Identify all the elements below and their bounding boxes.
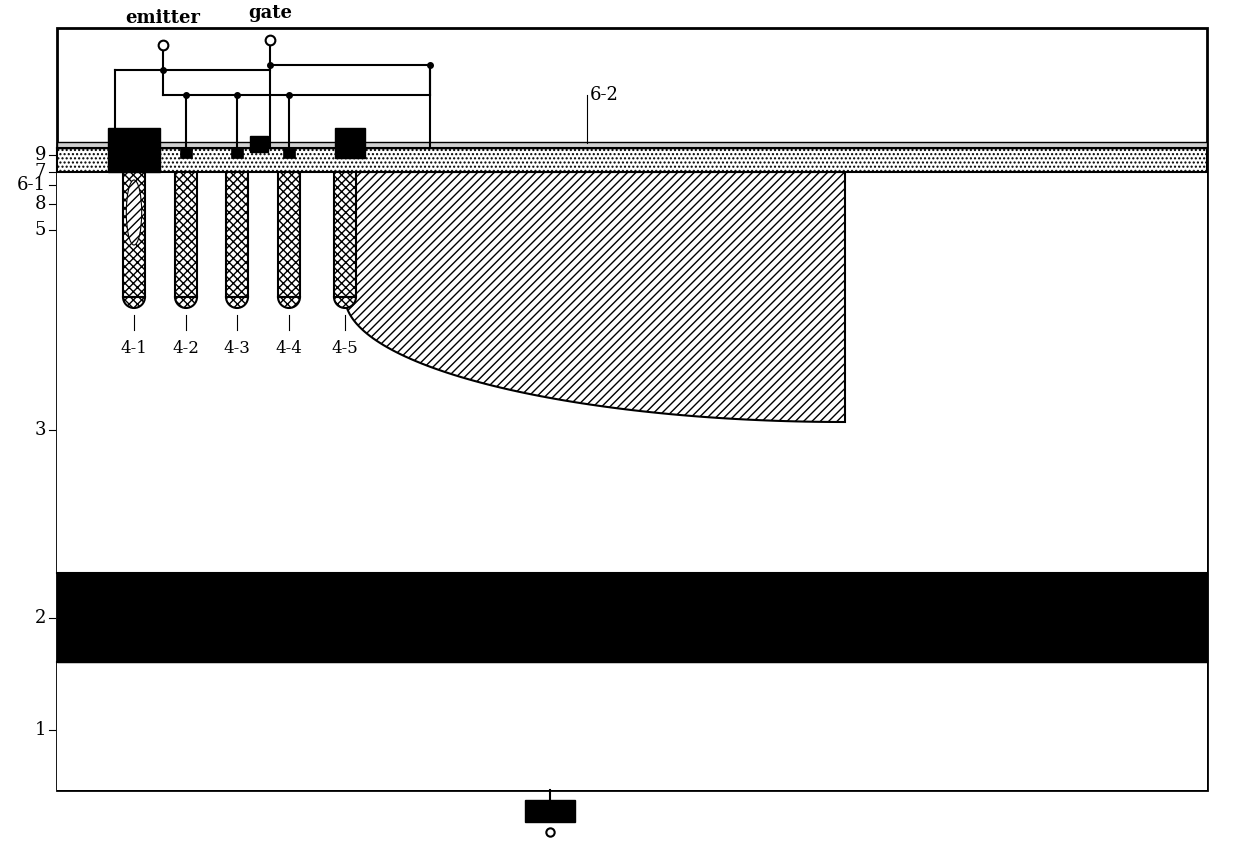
Text: 4-4: 4-4: [275, 340, 303, 357]
Bar: [57, 28, 1207, 790]
Bar: [226, 172, 248, 297]
Text: 3: 3: [35, 421, 46, 439]
Wedge shape: [334, 297, 356, 308]
Bar: [57, 573, 1207, 662]
Text: emitter: emitter: [125, 9, 201, 27]
Text: 8: 8: [35, 195, 46, 213]
Bar: [335, 128, 365, 158]
Text: 6-2: 6-2: [590, 86, 619, 104]
Text: 5: 5: [35, 221, 46, 239]
Text: 2: 2: [35, 609, 46, 627]
Bar: [175, 172, 197, 297]
Bar: [57, 142, 1207, 148]
Text: 1: 1: [35, 721, 46, 739]
Text: 9: 9: [35, 146, 46, 164]
Bar: [278, 172, 300, 297]
Bar: [180, 148, 192, 158]
Bar: [57, 662, 1207, 790]
Wedge shape: [278, 297, 300, 308]
Bar: [123, 172, 145, 297]
Bar: [57, 207, 1207, 573]
Text: 6-1: 6-1: [17, 176, 46, 194]
Ellipse shape: [126, 180, 141, 245]
Bar: [231, 148, 243, 158]
Wedge shape: [123, 297, 145, 308]
Bar: [334, 172, 356, 297]
Polygon shape: [345, 172, 844, 422]
Wedge shape: [175, 297, 197, 308]
Bar: [57, 148, 1207, 172]
Bar: [283, 148, 295, 158]
Bar: [525, 800, 575, 822]
Text: 7: 7: [35, 163, 46, 181]
Text: 4-2: 4-2: [172, 340, 200, 357]
Bar: [57, 148, 1207, 207]
Bar: [108, 128, 160, 172]
Text: 4-5: 4-5: [331, 340, 358, 357]
Wedge shape: [226, 297, 248, 308]
Bar: [250, 136, 268, 152]
Text: gate: gate: [248, 4, 291, 22]
Text: 4-3: 4-3: [223, 340, 250, 357]
Text: 4-1: 4-1: [120, 340, 148, 357]
